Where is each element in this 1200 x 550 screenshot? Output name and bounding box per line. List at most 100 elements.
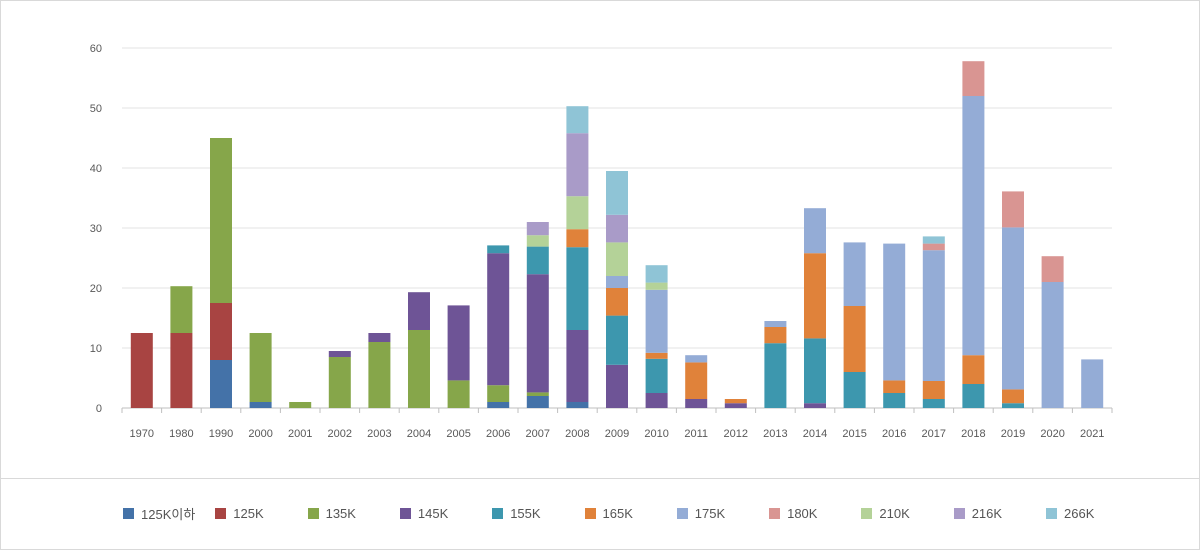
bar-segment bbox=[645, 265, 668, 283]
legend-swatch bbox=[584, 507, 596, 519]
legend-divider bbox=[1, 478, 1199, 479]
x-tick-label: 2010 bbox=[644, 428, 668, 440]
bar-segment bbox=[566, 196, 589, 230]
bar-segment bbox=[804, 338, 826, 404]
y-tick-label: 60 bbox=[90, 43, 102, 55]
x-tick-label: 2012 bbox=[724, 428, 748, 440]
legend-label: 155K bbox=[510, 505, 541, 521]
x-tick-label: 2008 bbox=[565, 428, 589, 440]
bar-segment bbox=[804, 253, 826, 339]
bar-segment bbox=[526, 396, 549, 408]
bar-segment bbox=[764, 327, 787, 344]
y-tick-label: 30 bbox=[90, 223, 102, 235]
bar-segment bbox=[249, 333, 272, 402]
bar-segment bbox=[368, 342, 391, 408]
legend-label: 125K bbox=[233, 505, 264, 521]
bar-segment bbox=[526, 222, 549, 236]
bar-segment bbox=[1041, 256, 1064, 282]
legend-item: 266K bbox=[1046, 500, 1094, 526]
bar-segment bbox=[447, 305, 470, 381]
bar-segment bbox=[566, 330, 589, 402]
x-tick-label: 2000 bbox=[248, 428, 272, 440]
bar-segment bbox=[210, 303, 232, 360]
bar-segment bbox=[1081, 359, 1104, 408]
bar-segment bbox=[606, 315, 628, 365]
x-tick-label: 2014 bbox=[803, 428, 827, 440]
x-tick-label: 2017 bbox=[922, 428, 946, 440]
bar-segment bbox=[922, 381, 945, 399]
bar-segment bbox=[1002, 191, 1024, 228]
bar-segment bbox=[922, 243, 945, 251]
bar-segment bbox=[883, 243, 906, 381]
x-tick-label: 2002 bbox=[328, 428, 352, 440]
legend-swatch bbox=[492, 507, 504, 519]
legend-label: 216K bbox=[971, 505, 1003, 521]
x-tick-label: 2004 bbox=[407, 428, 431, 440]
bar-segment bbox=[962, 384, 985, 408]
bar-segment bbox=[566, 133, 589, 197]
bar-segment bbox=[764, 343, 787, 408]
bar-segment bbox=[804, 403, 826, 408]
bar-segment bbox=[724, 399, 747, 404]
bar-segment bbox=[289, 402, 312, 408]
bar-segment bbox=[922, 250, 945, 381]
bar-segment bbox=[408, 330, 430, 408]
bar-segment bbox=[487, 245, 510, 254]
bar-segment bbox=[804, 208, 826, 254]
legend-label: 210K bbox=[879, 505, 910, 521]
x-tick-label: 2020 bbox=[1040, 428, 1064, 440]
bar-segment bbox=[526, 274, 549, 393]
chart-legend: 125K이하 125K 135K 145K 155K 165K 175K 180K 210K 21… bbox=[0, 500, 1200, 526]
x-tick-label: 2005 bbox=[446, 428, 470, 440]
bar-segment bbox=[566, 229, 589, 248]
legend-label: 180K bbox=[787, 505, 818, 521]
x-tick-label: 1990 bbox=[209, 428, 233, 440]
legend-item: 155K bbox=[492, 500, 541, 526]
bar-segment bbox=[685, 399, 708, 408]
bar-segment bbox=[962, 355, 985, 384]
bar-segment bbox=[685, 362, 708, 399]
bar-segment bbox=[645, 352, 668, 359]
x-tick-label: 2001 bbox=[288, 428, 312, 440]
y-tick-label: 20 bbox=[90, 283, 102, 295]
bar-segment bbox=[526, 235, 549, 247]
bar-segment bbox=[249, 402, 272, 408]
bar-segment bbox=[566, 402, 589, 408]
bar-segment bbox=[606, 242, 628, 276]
legend-swatch bbox=[861, 507, 873, 519]
legend-swatch bbox=[1046, 507, 1057, 519]
bar-segment bbox=[487, 385, 510, 402]
y-tick-label: 0 bbox=[96, 403, 102, 415]
bar-segment bbox=[566, 247, 589, 330]
bar-segment bbox=[1041, 282, 1064, 408]
stacked-bar-chart: 0 10 20 30 40 50 60 1970 1980 1990 2000 2001 2002 200… bbox=[90, 43, 1113, 440]
legend-label: 125K이하 bbox=[141, 506, 196, 522]
bar-segment bbox=[328, 357, 351, 408]
bar-segment bbox=[526, 392, 549, 396]
y-tick-label: 10 bbox=[90, 343, 102, 355]
legend-item: 135K bbox=[307, 500, 356, 526]
bar-segment bbox=[922, 399, 945, 408]
x-tick-label: 2021 bbox=[1080, 428, 1104, 440]
bar-segment bbox=[130, 333, 153, 408]
x-tick-label: 2016 bbox=[882, 428, 906, 440]
bar-segment bbox=[328, 351, 351, 357]
x-tick-label: 2013 bbox=[763, 428, 787, 440]
x-tick-label: 2006 bbox=[486, 428, 510, 440]
bar-segment bbox=[408, 292, 430, 330]
bar-segment bbox=[764, 321, 787, 327]
bar-segment bbox=[1002, 227, 1024, 390]
legend-swatch bbox=[399, 507, 411, 519]
legend-item: 180K bbox=[769, 500, 817, 526]
bar-segment bbox=[566, 106, 589, 134]
legend-swatch bbox=[307, 507, 319, 519]
legend-label: 175K bbox=[694, 505, 726, 521]
legend-swatch bbox=[953, 507, 965, 519]
bar-segment bbox=[645, 358, 668, 393]
legend-label: 165K bbox=[602, 505, 633, 521]
legend-swatch bbox=[215, 507, 227, 519]
legend-item: 216K bbox=[953, 500, 1003, 526]
bar-segment bbox=[645, 393, 668, 408]
bar-segment bbox=[724, 403, 747, 408]
